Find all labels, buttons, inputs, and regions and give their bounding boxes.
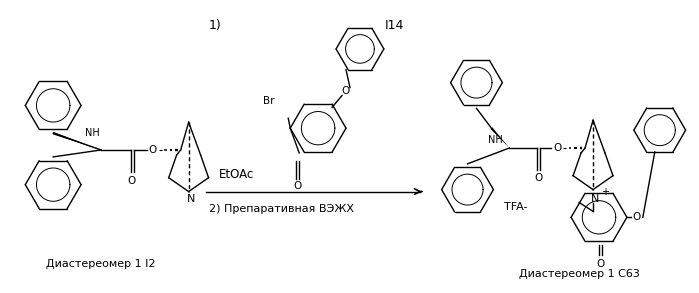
Text: EtOAc: EtOAc xyxy=(219,168,254,181)
Text: N: N xyxy=(187,195,195,205)
Text: O: O xyxy=(149,145,157,155)
Text: O: O xyxy=(293,180,301,191)
Text: N: N xyxy=(591,193,599,204)
Text: 1): 1) xyxy=(208,19,222,32)
Text: O: O xyxy=(633,212,641,222)
Text: +: + xyxy=(601,187,609,197)
Text: NH: NH xyxy=(85,128,100,138)
Polygon shape xyxy=(52,132,101,150)
Text: Диастереомер 1 C63: Диастереомер 1 C63 xyxy=(519,269,640,279)
Text: I14: I14 xyxy=(385,19,404,32)
Text: Br: Br xyxy=(263,96,274,106)
Text: Диастереомер 1 I2: Диастереомер 1 I2 xyxy=(46,259,156,269)
Polygon shape xyxy=(491,127,510,148)
Text: 2) Препаративная ВЭЖХ: 2) Препаративная ВЭЖХ xyxy=(208,205,354,214)
Text: O: O xyxy=(341,86,349,96)
Text: O: O xyxy=(596,259,604,269)
Text: TFA-: TFA- xyxy=(505,202,528,212)
Text: NH: NH xyxy=(488,135,503,145)
Text: O: O xyxy=(553,143,561,153)
Text: O: O xyxy=(128,176,136,186)
Text: O: O xyxy=(534,173,542,183)
